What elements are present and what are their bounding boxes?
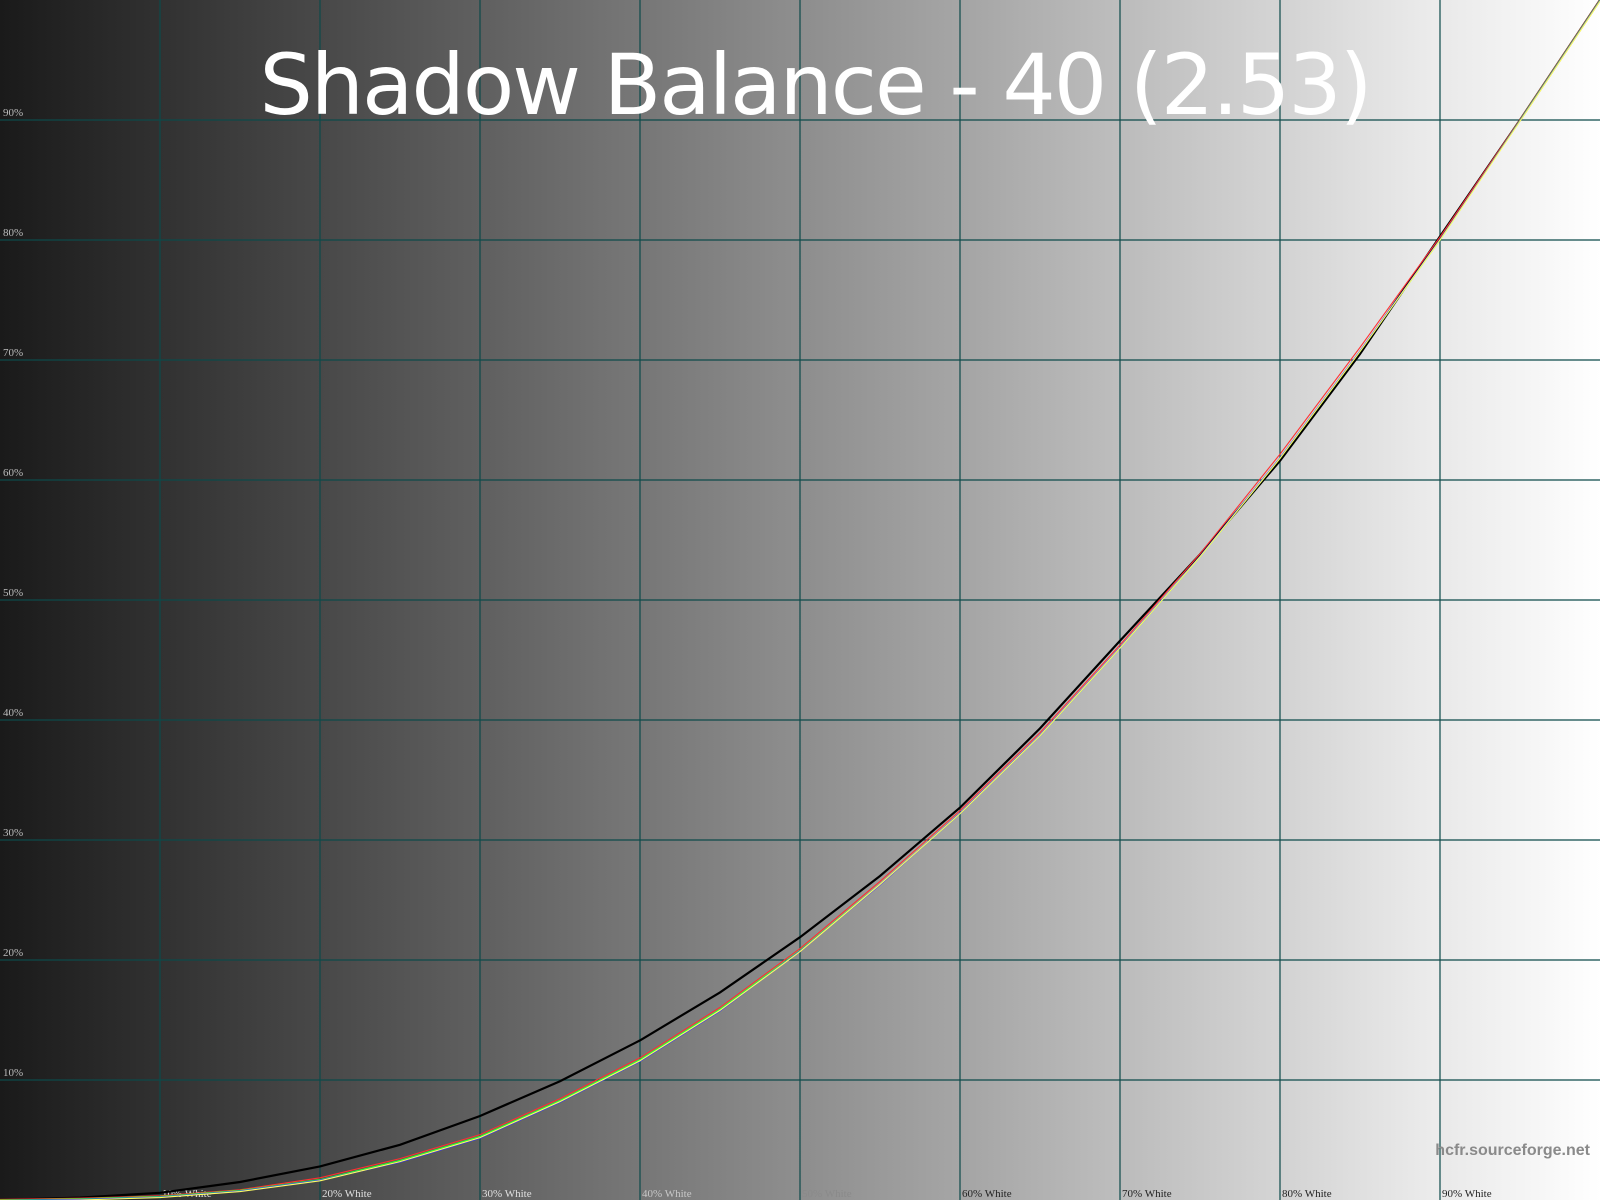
x-tick-label: 90% White xyxy=(1442,1188,1492,1200)
y-tick-label: 50% xyxy=(3,587,23,599)
chart-title: Shadow Balance - 40 (2.53) xyxy=(259,36,1372,134)
y-tick-label: 40% xyxy=(3,707,23,719)
y-tick-label: 80% xyxy=(3,227,23,239)
y-tick-label: 70% xyxy=(3,347,23,359)
y-tick-label: 60% xyxy=(3,467,23,479)
x-tick-label: 80% White xyxy=(1282,1188,1332,1200)
y-tick-label: 30% xyxy=(3,827,23,839)
x-tick-label: 20% White xyxy=(322,1188,372,1200)
y-tick-label: 20% xyxy=(3,947,23,959)
x-tick-label: 30% White xyxy=(482,1188,532,1200)
y-tick-label: 10% xyxy=(3,1067,23,1079)
x-tick-label: 40% White xyxy=(642,1188,692,1200)
y-tick-label: 90% xyxy=(3,107,23,119)
x-tick-label: 60% White xyxy=(962,1188,1012,1200)
x-tick-label: 70% White xyxy=(1122,1188,1172,1200)
x-tick-label: 50% White xyxy=(802,1188,852,1200)
watermark: hcfr.sourceforge.net xyxy=(1435,1142,1590,1159)
